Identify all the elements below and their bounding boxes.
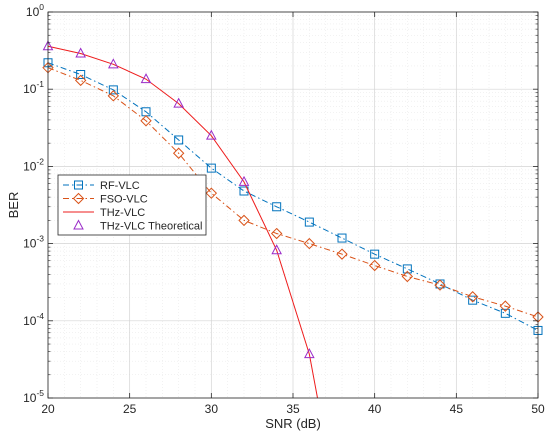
series-line-rf-vlc <box>47 62 539 331</box>
legend-label: THz-VLC <box>100 207 145 219</box>
data-point-fso-vlc <box>466 291 479 303</box>
legend-entry-thz-vlc: THz-VLC <box>63 207 145 219</box>
tick-marks <box>47 11 539 399</box>
data-point-fso-vlc <box>401 270 414 283</box>
data-point-fso-vlc <box>74 74 87 87</box>
y-tick-label: 10-4 <box>23 311 44 328</box>
data-point-rf-vlc <box>206 163 216 173</box>
y-axis-label: BER <box>6 192 21 219</box>
data-point-fso-vlc <box>205 187 218 199</box>
data-point-thz-vlc-theoretical <box>75 47 86 58</box>
series-thz-vlc <box>47 45 318 399</box>
y-tick-labels: 100 10-1 10-2 10-3 10-4 10-5 <box>23 2 44 405</box>
data-point-thz-vlc-theoretical <box>140 73 152 84</box>
x-tick-labels: 20 25 30 35 40 45 50 <box>41 402 545 416</box>
data-point-thz-vlc-theoretical <box>173 97 184 108</box>
legend-label: THz-VLC Theoretical <box>100 221 203 233</box>
data-point-fso-vlc <box>434 279 446 291</box>
series-line-thz-vlc <box>47 45 318 399</box>
legend-entry-fso-vlc: FSO-VLC <box>63 192 148 206</box>
x-tick-label: 45 <box>450 402 464 416</box>
data-point-rf-vlc <box>402 264 412 274</box>
data-point-thz-vlc-theoretical <box>238 175 250 186</box>
data-point-rf-vlc <box>174 135 184 145</box>
data-point-fso-vlc <box>172 147 185 159</box>
data-point-rf-vlc <box>108 85 118 95</box>
data-point-fso-vlc <box>107 90 120 102</box>
data-point-rf-vlc <box>272 202 282 212</box>
legend-entry-thz-vlc-theoretical: THz-VLC Theoretical <box>73 219 203 233</box>
y-tick-label: 10-1 <box>23 79 44 96</box>
data-point-fso-vlc <box>238 214 250 227</box>
data-point-fso-vlc <box>499 300 512 312</box>
x-tick-label: 50 <box>531 402 545 416</box>
data-point-fso-vlc <box>270 227 283 240</box>
data-point-fso-vlc <box>303 237 316 250</box>
series-line-fso-vlc <box>47 67 539 318</box>
x-tick-label: 40 <box>368 402 382 416</box>
data-point-fso-vlc <box>368 259 381 272</box>
data-point-thz-vlc-theoretical <box>271 244 282 255</box>
legend-marker <box>72 192 85 205</box>
y-tick-label: 10-2 <box>23 156 44 173</box>
x-tick-label: 30 <box>205 402 219 416</box>
data-point-rf-vlc <box>468 295 478 305</box>
data-point-fso-vlc <box>336 248 348 260</box>
data-point-rf-vlc <box>76 70 86 80</box>
x-axis-label: SNR (dB) <box>265 416 321 431</box>
data-point-rf-vlc <box>337 233 347 243</box>
series-fso-vlc <box>42 61 544 323</box>
data-point-thz-vlc-theoretical <box>108 58 119 69</box>
x-tick-label: 35 <box>286 402 300 416</box>
legend-entry-rf-vlc: RF-VLC <box>63 180 140 192</box>
legend-label: FSO-VLC <box>100 194 148 206</box>
x-tick-label: 25 <box>123 402 137 416</box>
legend-marker <box>73 219 84 230</box>
data-point-rf-vlc <box>500 308 510 318</box>
data-point-thz-vlc-theoretical <box>304 348 315 359</box>
y-tick-label: 100 <box>26 2 44 19</box>
data-point-thz-vlc-theoretical <box>206 129 217 140</box>
x-tick-label: 20 <box>41 402 55 416</box>
data-point-rf-vlc <box>304 217 314 227</box>
y-tick-label: 10-3 <box>23 234 44 251</box>
y-tick-label: 10-5 <box>23 388 44 405</box>
data-point-rf-vlc <box>370 249 380 259</box>
legend-marker <box>74 180 83 190</box>
legend-label: RF-VLC <box>100 180 140 192</box>
data-point-fso-vlc <box>140 115 152 127</box>
